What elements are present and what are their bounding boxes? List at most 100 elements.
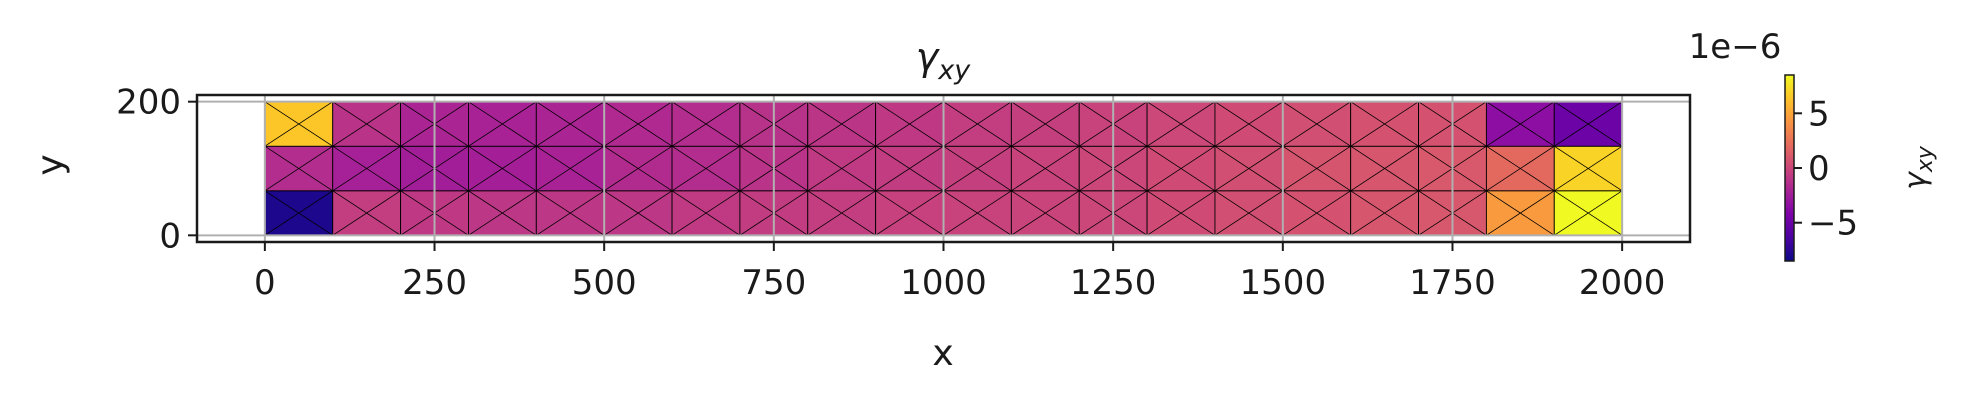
mesh-diagonal <box>807 145 876 192</box>
mesh-diagonal <box>332 145 401 192</box>
mesh-diagonal <box>1554 145 1623 192</box>
mesh-diagonal <box>1282 101 1351 147</box>
mesh-cell <box>943 190 1012 236</box>
y-tick-label: 200 <box>116 83 181 123</box>
mesh-cell <box>1010 101 1080 147</box>
mesh-diagonal <box>332 190 401 236</box>
mesh-diagonal <box>1350 190 1419 236</box>
chart-title-main: γ <box>916 35 941 79</box>
mesh-diagonal <box>603 145 673 192</box>
mesh-diagonal <box>1214 190 1284 236</box>
mesh-diagonal <box>1350 145 1419 192</box>
mesh-diagonal <box>1486 101 1555 147</box>
mesh-cell <box>1010 190 1080 236</box>
mesh-diagonal <box>943 145 1012 192</box>
mesh-diagonal <box>671 190 741 236</box>
mesh-diagonal <box>1486 145 1555 192</box>
mesh-cell <box>535 190 605 236</box>
mesh-diagonal <box>1011 190 1080 236</box>
mesh-diagonal <box>332 101 401 147</box>
colorbar-tick-label: −5 <box>1808 204 1858 244</box>
mesh-cell <box>1214 145 1284 192</box>
x-tick-label: 1500 <box>1240 263 1327 303</box>
mesh-diagonal <box>671 145 741 192</box>
x-tick-label: 1250 <box>1070 263 1157 303</box>
mesh-diagonal <box>1011 145 1080 192</box>
mesh-diagonal <box>807 101 876 147</box>
mesh-cell <box>807 101 877 147</box>
mesh-cell <box>1485 145 1555 192</box>
mesh-cell <box>468 101 537 147</box>
mesh-cell <box>1350 190 1419 236</box>
mesh-cell <box>468 145 537 192</box>
mesh-cell <box>1350 145 1419 192</box>
mesh-diagonal <box>603 101 673 147</box>
mesh-diagonal <box>807 190 876 236</box>
x-tick-label: 500 <box>572 263 637 303</box>
x-tick-label: 2000 <box>1579 263 1666 303</box>
mesh-diagonal <box>943 101 1012 147</box>
mesh-cell <box>943 101 1012 147</box>
mesh-diagonal <box>875 145 944 192</box>
mesh-diagonal <box>536 101 605 147</box>
mesh-diagonal <box>1282 190 1351 236</box>
mesh-diagonal <box>1554 190 1623 236</box>
mesh-cell <box>1146 101 1216 147</box>
mesh-diagonal <box>943 190 1012 236</box>
mesh-cell <box>1282 101 1352 147</box>
mesh-cell <box>535 145 605 192</box>
colorbar-label-main: γ <box>1898 170 1933 190</box>
mesh-diagonal <box>264 101 333 147</box>
grid-layer <box>197 95 1690 242</box>
y-tick-label: 0 <box>159 216 181 256</box>
mesh-cell <box>1553 190 1623 236</box>
mesh-cell <box>264 145 334 192</box>
mesh-diagonal <box>1350 101 1419 147</box>
mesh-diagonal <box>1146 145 1216 192</box>
mesh-cell <box>332 101 402 147</box>
mesh-layer <box>264 101 1623 236</box>
mesh-diagonal <box>536 145 605 192</box>
colorbar-tick-label: 0 <box>1808 149 1830 189</box>
colorbar-label: γxy <box>1898 145 1938 190</box>
mesh-diagonal <box>1011 101 1080 147</box>
mesh-cell <box>1282 145 1352 192</box>
x-tick-label: 0 <box>254 263 276 303</box>
mesh-diagonal <box>1214 101 1284 147</box>
chart-title: γxy <box>916 35 971 86</box>
mesh-diagonal <box>671 101 741 147</box>
mesh-cell <box>875 190 944 236</box>
mesh-cell <box>468 190 537 236</box>
mesh-diagonal <box>1146 101 1216 147</box>
x-tick-label: 250 <box>402 263 467 303</box>
mesh-cell <box>264 190 334 236</box>
mesh-cell <box>603 101 673 147</box>
chart-title-sub: xy <box>937 55 971 86</box>
mesh-diagonal <box>603 190 673 236</box>
mesh-diagonal <box>875 190 944 236</box>
mesh-cell <box>1485 190 1555 236</box>
mesh-diagonal <box>1486 190 1555 236</box>
y-ticks: 0 200 <box>116 83 197 256</box>
x-ticks: 0 250 500 750 1000 1250 1500 1750 2000 <box>254 242 1665 303</box>
mesh-cell <box>943 145 1012 192</box>
mesh-cell <box>332 190 402 236</box>
mesh-diagonal <box>468 190 537 236</box>
mesh-cell <box>807 190 877 236</box>
mesh-cell <box>332 145 402 192</box>
x-tick-label: 1000 <box>900 263 987 303</box>
colorbar-label-sub: xy <box>1913 145 1938 173</box>
mesh-cell <box>603 145 673 192</box>
mesh-diagonal <box>468 101 537 147</box>
mesh-cell <box>1214 101 1284 147</box>
mesh-diagonal <box>1554 101 1623 147</box>
colorbar-offset-text: 1e−6 <box>1689 27 1782 67</box>
mesh-diagonal <box>1282 145 1351 192</box>
colorbar-tick-label: 5 <box>1808 94 1830 134</box>
mesh-diagonal <box>536 190 605 236</box>
mesh-cell <box>1214 190 1284 236</box>
mesh-cell <box>671 145 741 192</box>
mesh-cell <box>875 101 944 147</box>
mesh-cell <box>1282 190 1352 236</box>
